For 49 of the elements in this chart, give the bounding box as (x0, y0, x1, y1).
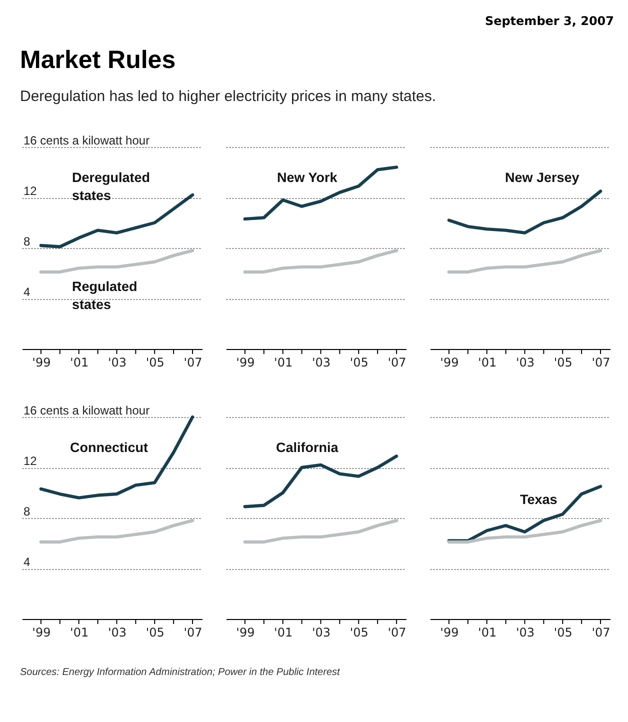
x-tick-label: '07 (592, 356, 610, 370)
x-tick-label: '01 (70, 356, 89, 370)
series-label: Deregulated states (72, 170, 150, 203)
chart-subtitle: Deregulation has led to higher electricity prices in many states. (20, 88, 436, 105)
y-tick-label: 16 cents a kilowatt hour (24, 134, 150, 148)
x-tick-label: '99 (440, 356, 459, 370)
x-tick-label: '05 (350, 626, 368, 640)
x-tick-label: '07 (184, 356, 202, 370)
y-tick-label: 12 (24, 184, 38, 198)
series-label: Connecticut (70, 440, 149, 455)
x-tick-label: '03 (108, 356, 127, 370)
series-label: Texas (520, 492, 558, 507)
series-label: Regulated states (72, 279, 138, 312)
x-tick-label: '05 (554, 356, 572, 370)
y-tick-label: 12 (24, 454, 38, 468)
y-tick-label: 16 cents a kilowatt hour (24, 404, 150, 418)
x-tick-label: '03 (516, 356, 535, 370)
series-label: California (276, 440, 339, 455)
x-tick-label: '99 (32, 356, 51, 370)
y-tick-label: 8 (24, 504, 30, 518)
x-tick-label: '99 (440, 626, 459, 640)
source-note: Sources: Energy Information Administration; Power in the Public Interest (20, 667, 340, 678)
x-tick-label: '01 (478, 626, 497, 640)
chart-title: Market Rules (20, 46, 176, 75)
x-tick-label: '05 (146, 626, 164, 640)
x-tick-label: '05 (554, 626, 572, 640)
x-tick-label: '01 (478, 356, 497, 370)
x-tick-label: '99 (236, 626, 255, 640)
x-tick-label: '99 (236, 356, 255, 370)
x-tick-label: '07 (592, 626, 610, 640)
x-tick-label: '07 (388, 356, 406, 370)
x-tick-label: '01 (274, 626, 293, 640)
x-tick-label: '03 (516, 626, 535, 640)
y-tick-label: 4 (24, 285, 30, 299)
text: September 3, 2007 (484, 14, 614, 28)
x-tick-label: '03 (312, 356, 331, 370)
y-tick-label: 8 (24, 234, 30, 248)
x-tick-label: '01 (274, 356, 293, 370)
x-tick-label: '05 (146, 356, 164, 370)
series-label: New York (277, 170, 338, 185)
x-tick-label: '03 (312, 626, 331, 640)
y-tick-label: 4 (24, 555, 30, 569)
x-tick-label: '03 (108, 626, 127, 640)
series-label: New Jersey (505, 170, 580, 185)
x-tick-label: '07 (184, 626, 202, 640)
x-tick-label: '01 (70, 626, 89, 640)
x-tick-label: '07 (388, 626, 406, 640)
x-tick-label: '99 (32, 626, 51, 640)
x-tick-label: '05 (350, 356, 368, 370)
